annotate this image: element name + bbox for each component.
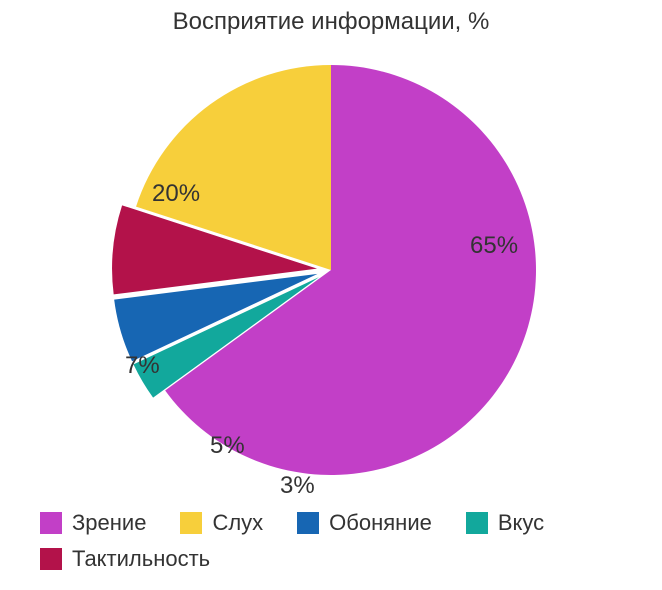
legend-swatch-1 bbox=[180, 512, 202, 534]
slice-label-0: 65% bbox=[470, 232, 518, 260]
slice-label-3: 7% bbox=[125, 352, 160, 380]
legend-item-3: Вкус bbox=[466, 510, 544, 536]
legend-item-2: Обоняние bbox=[297, 510, 432, 536]
pie-chart: Восприятие информации, % 65% 3% 5% 7% 20… bbox=[0, 0, 662, 590]
chart-title: Восприятие информации, % bbox=[0, 8, 662, 36]
legend-text-2: Обоняние bbox=[329, 510, 432, 536]
legend-item-1: Слух bbox=[180, 510, 263, 536]
legend-text-0: Зрение bbox=[72, 510, 146, 536]
legend-text-4: Тактильность bbox=[72, 546, 210, 572]
legend-swatch-2 bbox=[297, 512, 319, 534]
legend-swatch-3 bbox=[466, 512, 488, 534]
legend-text-1: Слух bbox=[212, 510, 263, 536]
pie-svg bbox=[110, 49, 552, 491]
legend-item-0: Зрение bbox=[40, 510, 146, 536]
slice-label-4: 20% bbox=[152, 180, 200, 208]
legend-swatch-4 bbox=[40, 548, 62, 570]
pie-holder bbox=[110, 49, 552, 491]
legend-item-4: Тактильность bbox=[40, 546, 210, 572]
legend: Зрение Слух Обоняние Вкус Тактильность bbox=[40, 510, 630, 572]
legend-swatch-0 bbox=[40, 512, 62, 534]
slice-label-2: 5% bbox=[210, 432, 245, 460]
slice-label-1: 3% bbox=[280, 472, 315, 500]
legend-text-3: Вкус bbox=[498, 510, 544, 536]
